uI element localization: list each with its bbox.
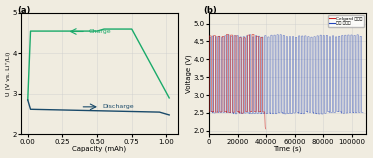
Y-axis label: Voltage (V): Voltage (V): [186, 54, 192, 93]
X-axis label: Time (s): Time (s): [273, 146, 302, 152]
Text: Charge: Charge: [89, 29, 112, 34]
X-axis label: Capacity (mAh): Capacity (mAh): [72, 146, 126, 152]
Legend: Celgard 분리막, 키틴 분리막: Celgard 분리막, 키틴 분리막: [328, 15, 364, 27]
Text: Discharge: Discharge: [103, 104, 134, 109]
Text: (a): (a): [18, 6, 31, 15]
Y-axis label: U (V vs. Li⁺/Li): U (V vs. Li⁺/Li): [6, 52, 11, 96]
Text: (b): (b): [203, 6, 217, 15]
